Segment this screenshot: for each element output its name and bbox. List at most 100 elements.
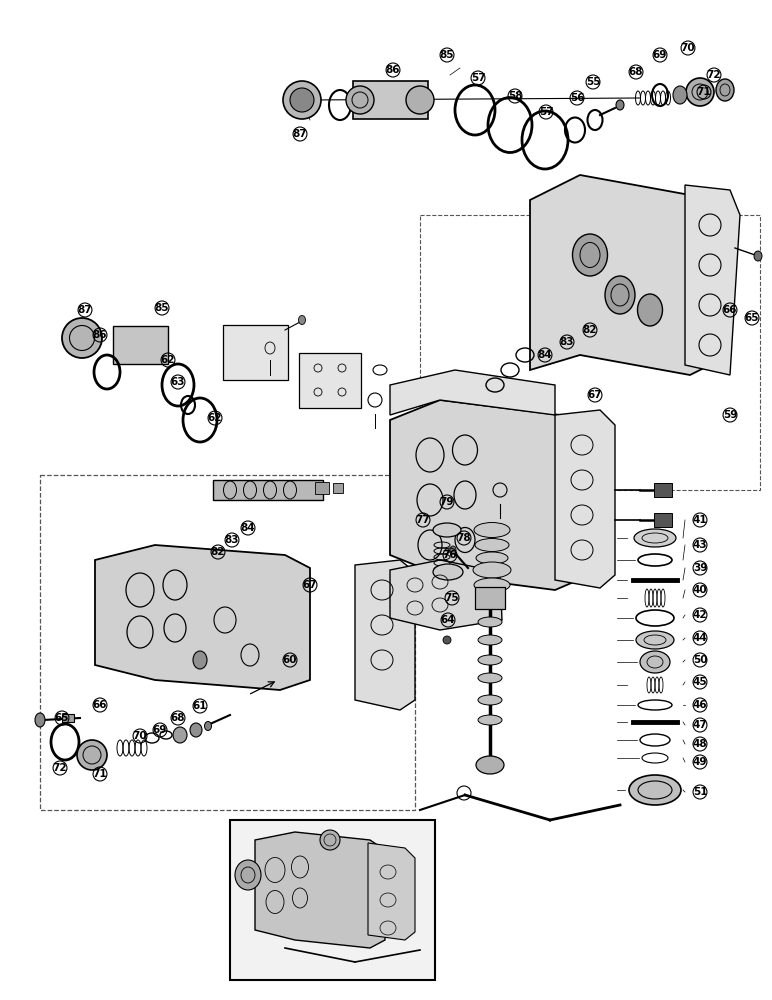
Ellipse shape	[478, 715, 502, 725]
Polygon shape	[390, 560, 502, 630]
Text: 87: 87	[293, 129, 307, 139]
Ellipse shape	[616, 100, 624, 110]
Ellipse shape	[605, 276, 635, 314]
Ellipse shape	[474, 522, 510, 538]
Text: 72: 72	[52, 763, 67, 773]
Ellipse shape	[406, 86, 434, 114]
Ellipse shape	[640, 651, 670, 673]
Ellipse shape	[754, 251, 762, 261]
Text: 46: 46	[692, 700, 707, 710]
Bar	[654, 513, 672, 527]
Ellipse shape	[478, 695, 502, 705]
Ellipse shape	[475, 538, 509, 552]
Ellipse shape	[290, 88, 314, 112]
Ellipse shape	[634, 529, 676, 547]
Ellipse shape	[478, 655, 502, 665]
Polygon shape	[685, 185, 740, 375]
Text: 83: 83	[225, 535, 239, 545]
Bar	[315, 482, 329, 494]
Text: 44: 44	[692, 633, 707, 643]
Text: 56: 56	[570, 93, 584, 103]
Bar	[299, 353, 361, 408]
Ellipse shape	[716, 79, 734, 101]
Bar	[213, 480, 323, 500]
Ellipse shape	[478, 617, 502, 627]
Ellipse shape	[474, 578, 510, 592]
Text: 64: 64	[441, 615, 455, 625]
Text: 45: 45	[692, 677, 707, 687]
Text: 40: 40	[692, 585, 707, 595]
Ellipse shape	[35, 713, 45, 727]
Text: 57: 57	[539, 107, 554, 117]
Text: 66: 66	[723, 305, 737, 315]
Ellipse shape	[629, 775, 681, 805]
Text: 50: 50	[692, 655, 707, 665]
Text: 69: 69	[153, 725, 168, 735]
Text: 86: 86	[93, 330, 107, 340]
Text: 77: 77	[415, 515, 430, 525]
Text: 59: 59	[723, 410, 737, 420]
Text: 58: 58	[508, 91, 522, 101]
Text: 48: 48	[692, 739, 707, 749]
Text: 55: 55	[586, 77, 601, 87]
Text: 71: 71	[93, 769, 107, 779]
Ellipse shape	[190, 723, 202, 737]
Text: 82: 82	[211, 547, 225, 557]
Text: 62: 62	[208, 413, 222, 423]
Text: 87: 87	[78, 305, 93, 315]
Text: 72: 72	[706, 70, 721, 80]
Ellipse shape	[346, 86, 374, 114]
Text: 71: 71	[696, 87, 711, 97]
Ellipse shape	[235, 860, 261, 890]
Ellipse shape	[476, 552, 508, 564]
Bar	[222, 324, 287, 379]
Ellipse shape	[478, 635, 502, 645]
Text: 41: 41	[692, 515, 707, 525]
Polygon shape	[355, 560, 415, 710]
Text: 82: 82	[583, 325, 598, 335]
Ellipse shape	[673, 86, 687, 104]
Ellipse shape	[638, 294, 662, 326]
Ellipse shape	[193, 651, 207, 669]
Text: 83: 83	[560, 337, 574, 347]
Ellipse shape	[478, 673, 502, 683]
Text: 67: 67	[303, 580, 317, 590]
Text: 69: 69	[653, 50, 667, 60]
Polygon shape	[530, 175, 720, 375]
Bar	[333, 483, 343, 493]
Ellipse shape	[77, 740, 107, 770]
Polygon shape	[390, 400, 590, 590]
Ellipse shape	[686, 78, 714, 106]
Text: 61: 61	[193, 701, 207, 711]
Text: 65: 65	[55, 713, 69, 723]
Text: 67: 67	[587, 390, 602, 400]
Ellipse shape	[573, 234, 608, 276]
Text: 47: 47	[692, 720, 707, 730]
Polygon shape	[95, 545, 310, 690]
Text: 68: 68	[628, 67, 643, 77]
Ellipse shape	[450, 546, 456, 554]
Bar	[230, 820, 435, 980]
Ellipse shape	[443, 636, 451, 644]
Polygon shape	[368, 843, 415, 940]
Text: 57: 57	[471, 73, 486, 83]
Text: 65: 65	[745, 313, 759, 323]
Text: 42: 42	[692, 610, 707, 620]
Text: 85: 85	[154, 303, 169, 313]
Polygon shape	[555, 410, 615, 588]
Text: 60: 60	[283, 655, 297, 665]
Bar	[113, 326, 168, 364]
Text: 39: 39	[692, 563, 707, 573]
Ellipse shape	[173, 727, 187, 743]
Text: 86: 86	[386, 65, 400, 75]
Text: 84: 84	[241, 523, 256, 533]
Text: 43: 43	[692, 540, 707, 550]
Text: 85: 85	[440, 50, 454, 60]
Polygon shape	[390, 370, 555, 415]
Bar	[475, 587, 505, 609]
Text: 79: 79	[440, 497, 454, 507]
Text: 63: 63	[171, 377, 185, 387]
Bar	[62, 714, 74, 722]
Text: 75: 75	[445, 593, 459, 603]
Ellipse shape	[433, 564, 463, 580]
